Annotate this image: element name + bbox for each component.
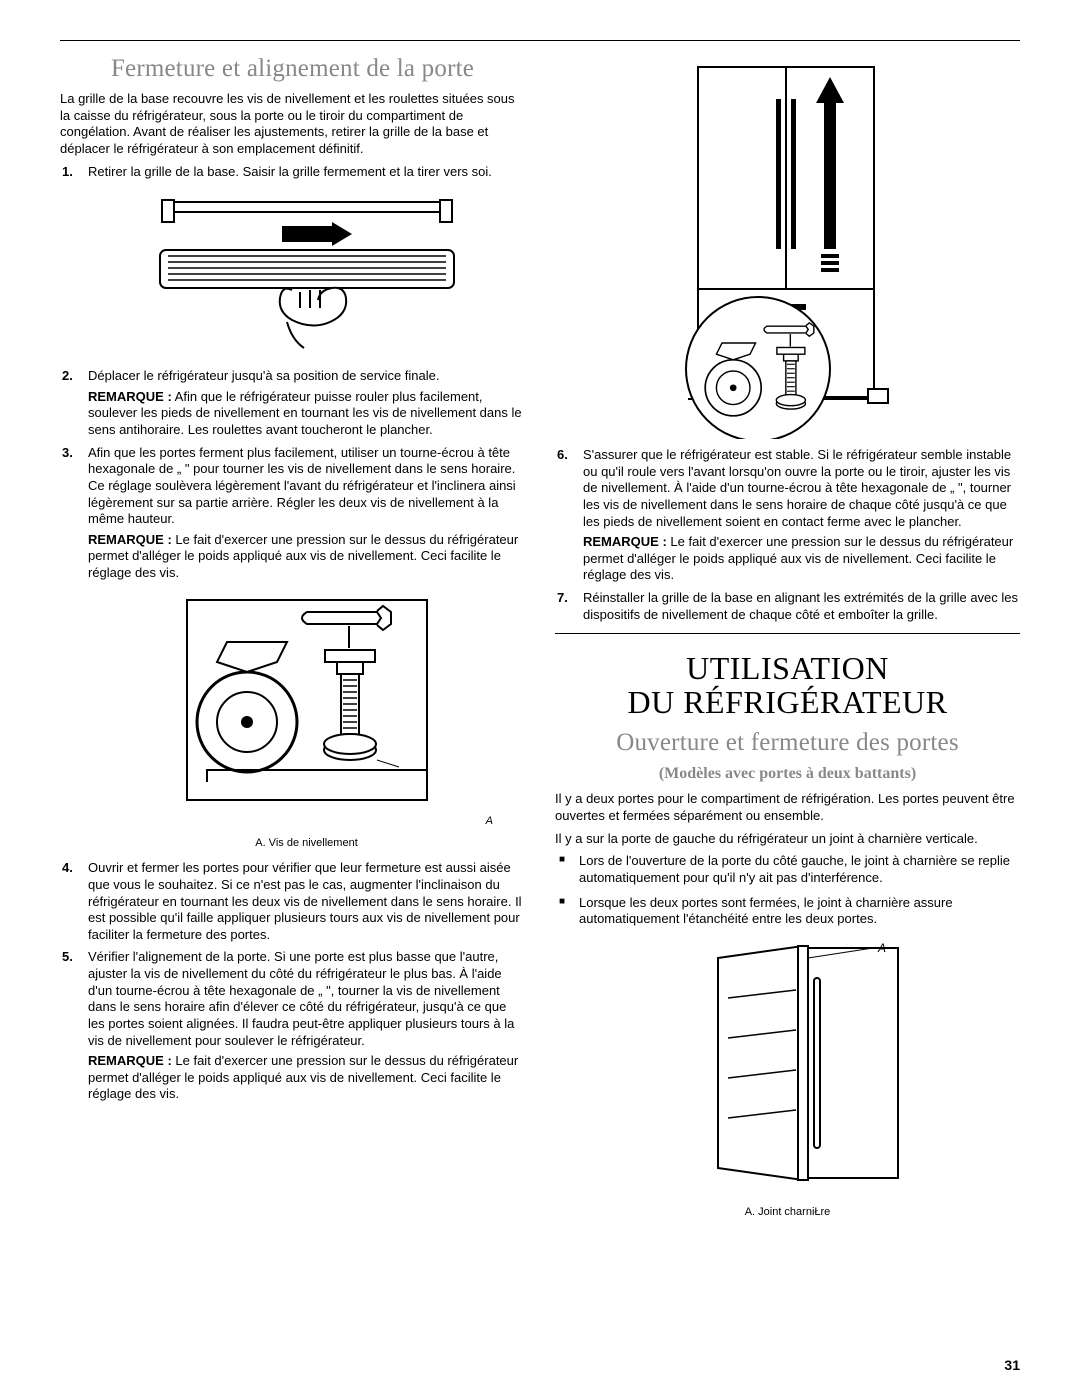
figure-fridge-adjustment (555, 59, 1020, 439)
steps-list-left: Retirer la grille de la base. Saisir la … (60, 164, 525, 1104)
step-2-text: Déplacer le réfrigérateur jusqu'à sa pos… (88, 368, 440, 383)
main-heading-line2: DU RÉFRIGÉRATEUR (627, 684, 947, 720)
figure-base-grille (88, 190, 525, 360)
bullet-1: Lors de l'ouverture de la porte du côté … (555, 853, 1020, 886)
step-3-text: Afin que les portes ferment plus facilem… (88, 445, 516, 527)
figure-caption-hinge: A. Joint charniŁre (555, 1206, 1020, 1218)
doors-para-1: Il y a deux portes pour le compartiment … (555, 791, 1020, 824)
top-rule (60, 40, 1020, 41)
step-4-text: Ouvrir et fermer les portes pour vérifie… (88, 860, 522, 942)
step-5: Vérifier l'alignement de la porte. Si un… (60, 949, 525, 1103)
svg-text:A: A (877, 941, 886, 955)
bullet-list: Lors de l'ouverture de la porte du côté … (555, 853, 1020, 928)
two-column-layout: Fermeture et alignement de la porte La g… (60, 49, 1020, 1228)
step-5-note: REMARQUE : Le fait d'exercer une pressio… (88, 1053, 525, 1103)
page-number: 31 (1004, 1357, 1020, 1373)
fridge-adjustment-illustration (638, 59, 938, 439)
figure-leveling-screw: A (88, 592, 525, 829)
note-label: REMARQUE : (583, 534, 667, 549)
step-7-text: Réinstaller la grille de la base en alig… (583, 590, 1018, 622)
step-3: Afin que les portes ferment plus facilem… (60, 445, 525, 851)
manual-page: Fermeture et alignement de la porte La g… (0, 0, 1080, 1397)
step-5-text: Vérifier l'alignement de la porte. Si un… (88, 949, 514, 1047)
step-7: Réinstaller la grille de la base en alig… (555, 590, 1020, 623)
right-column: S'assurer que le réfrigérateur est stabl… (555, 49, 1020, 1228)
leveling-screw-illustration (177, 592, 437, 812)
note-label: REMARQUE : (88, 389, 172, 404)
step-3-note: REMARQUE : Le fait d'exercer une pressio… (88, 532, 525, 582)
doors-para-2: Il y a sur la porte de gauche du réfrigé… (555, 831, 1020, 848)
note-label: REMARQUE : (88, 1053, 172, 1068)
note-label: REMARQUE : (88, 532, 172, 547)
step-2: Déplacer le réfrigérateur jusqu'à sa pos… (60, 368, 525, 439)
step-6: S'assurer que le réfrigérateur est stabl… (555, 447, 1020, 584)
step-4: Ouvrir et fermer les portes pour vérifie… (60, 860, 525, 943)
steps-list-right: S'assurer que le réfrigérateur est stabl… (555, 447, 1020, 623)
main-heading: UTILISATION DU RÉFRIGÉRATEUR (555, 652, 1020, 719)
step-1: Retirer la grille de la base. Saisir la … (60, 164, 525, 361)
figure-hinge-seal: A (555, 938, 1020, 1198)
bullet-2: Lorsque les deux portes sont fermées, le… (555, 895, 1020, 928)
intro-paragraph: La grille de la base recouvre les vis de… (60, 91, 525, 158)
section-title-left: Fermeture et alignement de la porte (60, 55, 525, 83)
step-1-text: Retirer la grille de la base. Saisir la … (88, 164, 492, 179)
section-title-right: Ouverture et fermeture des portes (555, 729, 1020, 757)
main-heading-line1: UTILISATION (686, 650, 889, 686)
step-2-note: REMARQUE : Afin que le réfrigérateur pui… (88, 389, 525, 439)
step-6-note: REMARQUE : Le fait d'exercer une pressio… (583, 534, 1020, 584)
left-column: Fermeture et alignement de la porte La g… (60, 49, 525, 1228)
grille-illustration (142, 190, 472, 360)
section-subtitle: (Modèles avec portes à deux battants) (555, 765, 1020, 783)
figure-label-a: A (486, 815, 493, 827)
hinge-seal-illustration: A (658, 938, 918, 1198)
figure-caption-leveling: A. Vis de nivellement (88, 836, 525, 850)
step-6-text: S'assurer que le réfrigérateur est stabl… (583, 447, 1011, 529)
section-rule (555, 633, 1020, 634)
